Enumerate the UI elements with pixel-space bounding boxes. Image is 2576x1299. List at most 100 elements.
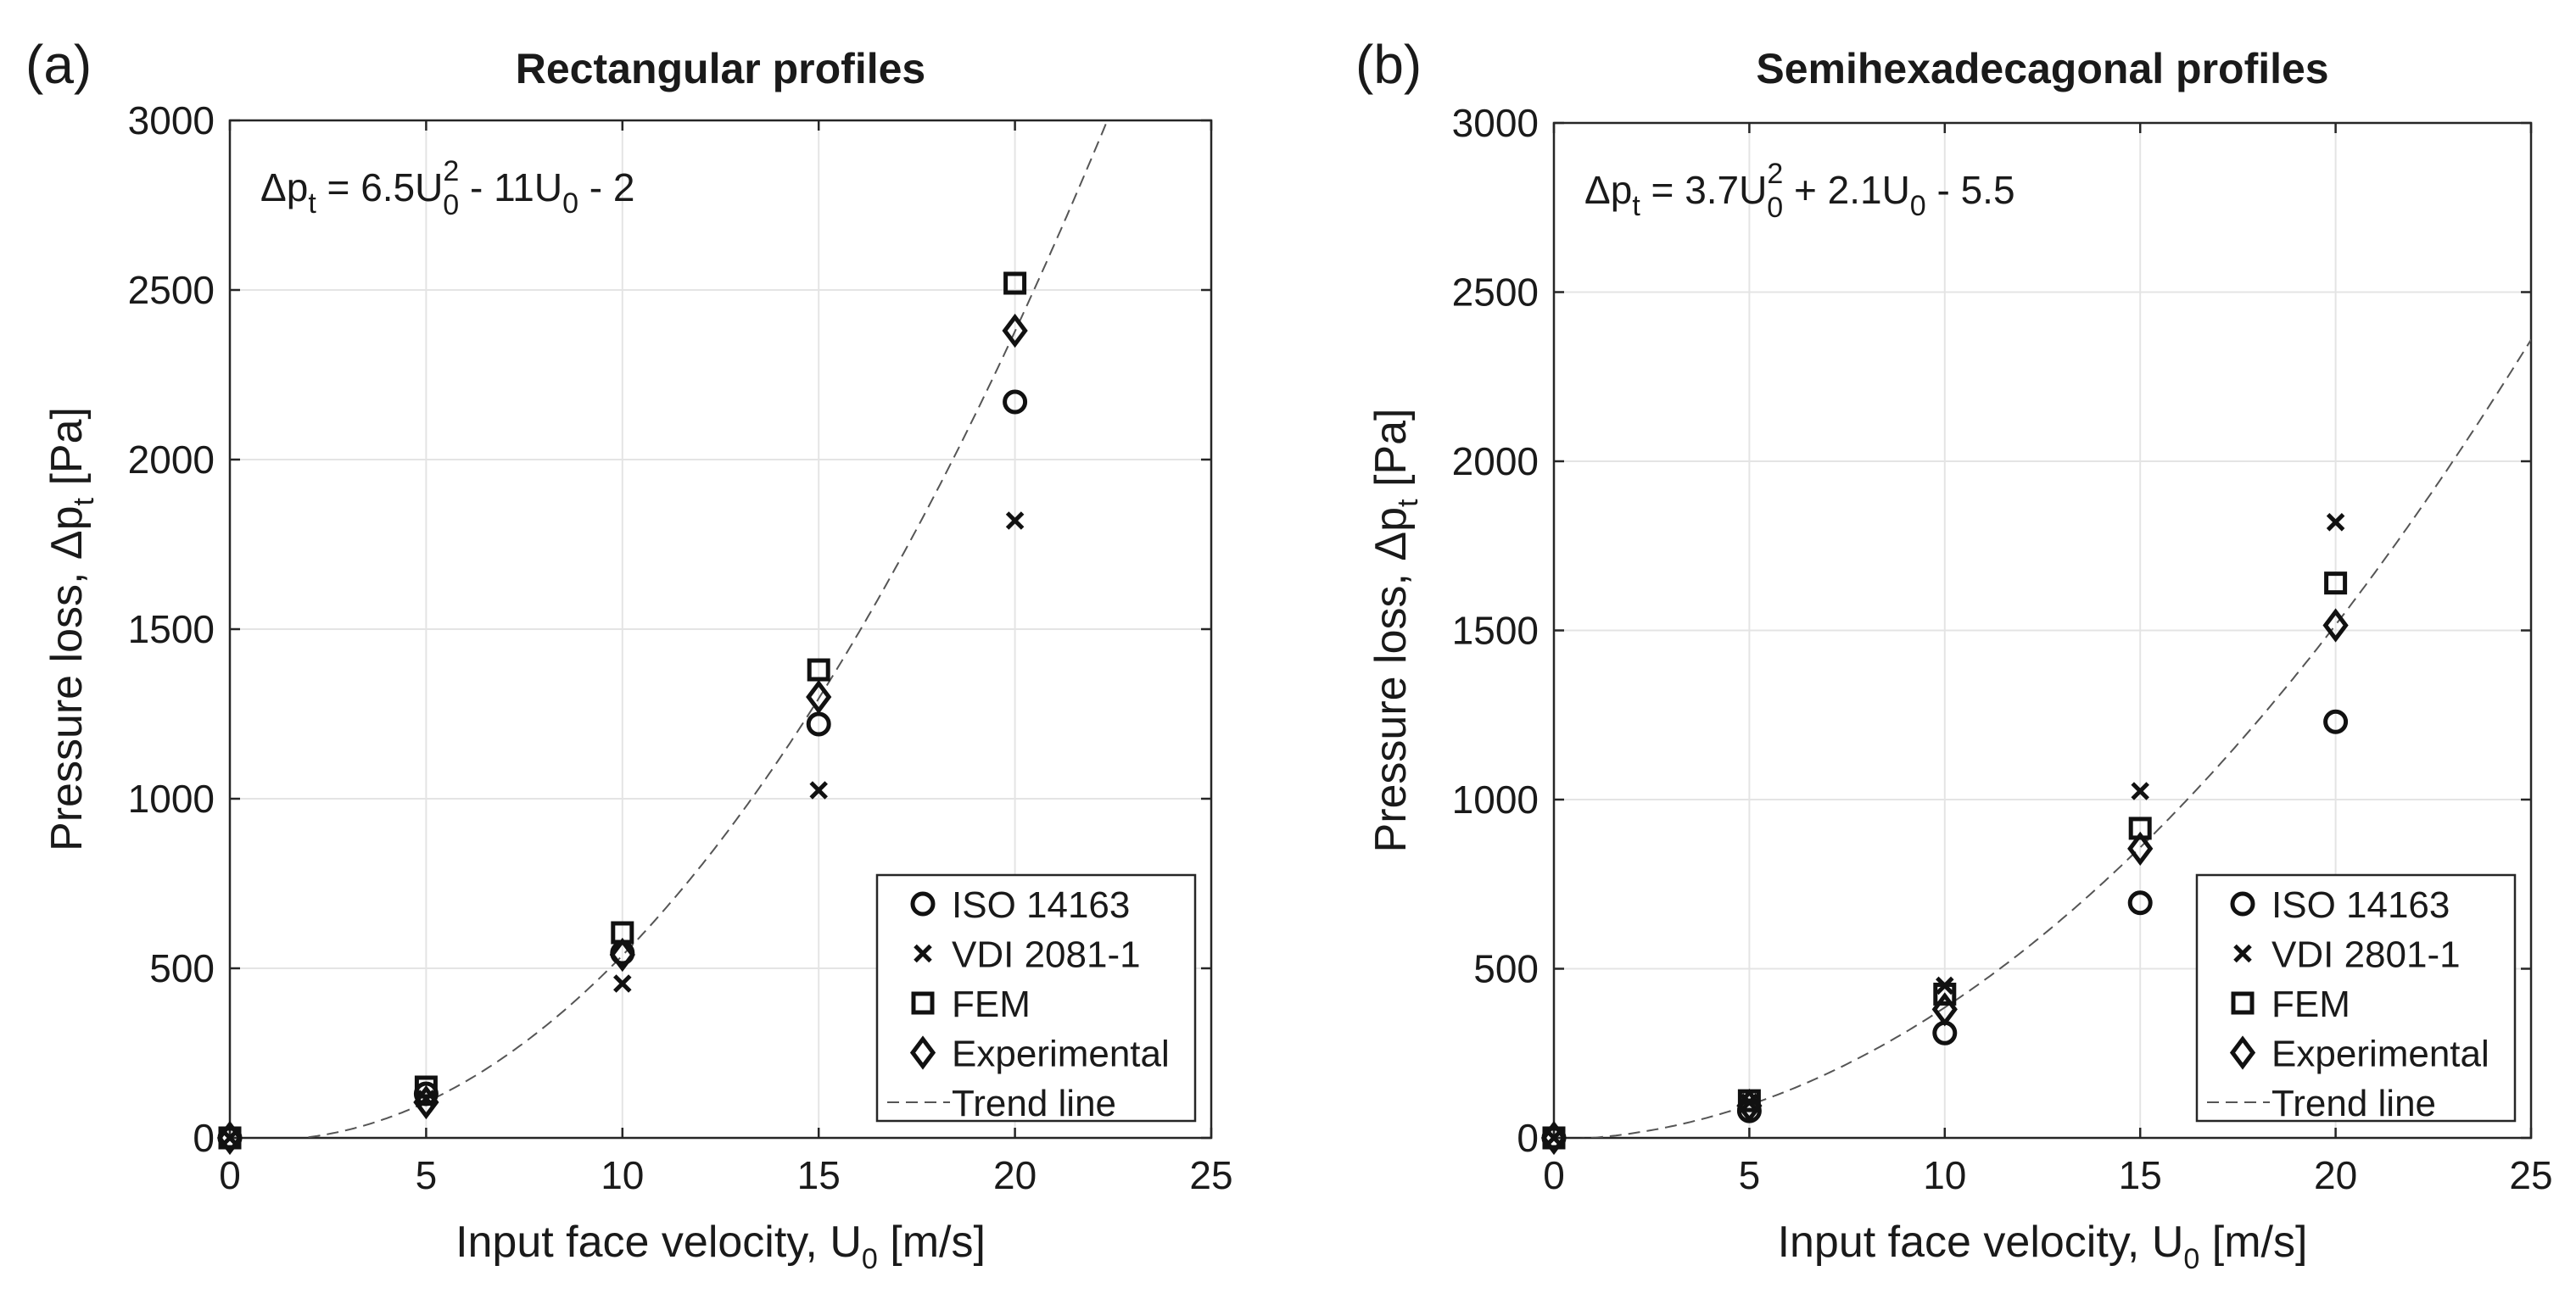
- legend-label: FEM: [952, 984, 1031, 1025]
- legend-marker: [2229, 1035, 2256, 1070]
- legend-label: FEM: [2271, 984, 2350, 1025]
- x-axis-label: Input face velocity, U0 [m/s]: [1778, 1218, 2308, 1275]
- series-square: [218, 271, 1027, 1150]
- eq-term-1: = 6.5U: [316, 165, 444, 209]
- x-tick-label: 5: [1739, 1153, 1761, 1197]
- eq-lhs: Δp: [260, 165, 308, 209]
- data-point: [809, 781, 828, 800]
- x-axis-label-sub: 0: [862, 1243, 878, 1275]
- eq-term-1-sup: 2: [1767, 158, 1783, 190]
- eq-lhs: Δp: [1584, 168, 1632, 212]
- y-axis-label: Pressure loss, Δpt [Pa]: [1366, 409, 1424, 853]
- eq-lhs-sub: t: [1632, 190, 1640, 222]
- x-tick-label: 10: [601, 1153, 644, 1197]
- legend-label: ISO 14163: [2271, 884, 2450, 926]
- data-point: [2127, 831, 2154, 867]
- legend: ISO 14163 VDI 2081-1 FEM Experimental Trend …: [875, 873, 1197, 1124]
- y-axis-label-sub: t: [68, 497, 100, 505]
- data-point: [2323, 709, 2349, 734]
- y-tick-label: 1000: [128, 777, 215, 821]
- x-tick-label: 25: [1189, 1153, 1232, 1197]
- data-point: [807, 658, 830, 682]
- x-tick-label: 20: [993, 1153, 1037, 1197]
- x-tick-label: 15: [797, 1153, 841, 1197]
- legend-label: ISO 14163: [952, 884, 1130, 926]
- x-tick-label: 5: [416, 1153, 438, 1197]
- y-tick-label: 2000: [1452, 439, 1539, 483]
- chart-title: Semihexadecagonal profiles: [1756, 45, 2328, 92]
- trend-equation: Δpt = 6.5U2 0 - 11U0 - 2: [260, 155, 634, 221]
- legend-marker: [911, 991, 935, 1015]
- eq-term-1: = 3.7U: [1640, 168, 1768, 212]
- data-point: [1931, 992, 1958, 1027]
- legend-marker: [2231, 991, 2255, 1015]
- panel-label: (b): [1355, 34, 1422, 95]
- y-axis-label-text: Pressure loss, Δp: [1366, 507, 1416, 853]
- y-tick-label: 0: [1517, 1116, 1539, 1160]
- y-tick-label: 500: [1473, 947, 1539, 991]
- y-tick-label: 1500: [1452, 609, 1539, 653]
- data-point: [1003, 271, 1027, 295]
- panel-label: (a): [25, 34, 92, 95]
- y-tick-label: 2000: [128, 438, 215, 482]
- y-tick-label: 2500: [1452, 270, 1539, 315]
- x-axis-label-sub: 0: [2183, 1243, 2199, 1275]
- x-tick-label: 10: [1923, 1153, 1966, 1197]
- legend-marker: [910, 891, 936, 917]
- data-point: [414, 1075, 438, 1099]
- data-point: [413, 1084, 439, 1120]
- eq-term-2: - 11U: [459, 165, 562, 209]
- legend-label: VDI 2801-1: [2271, 934, 2461, 976]
- eq-term-1-sup: 2: [443, 155, 459, 187]
- trend-line: [308, 120, 1109, 1138]
- data-point: [2322, 608, 2349, 643]
- legend-label-trend: Trend line: [2271, 1083, 2436, 1124]
- data-point: [2324, 571, 2348, 595]
- legend-label: VDI 2081-1: [952, 934, 1141, 976]
- y-tick-label: 1000: [1452, 778, 1539, 822]
- x-tick-label: 25: [2509, 1153, 2552, 1197]
- data-point: [1540, 1120, 1567, 1156]
- data-point: [2326, 513, 2345, 532]
- y-tick-label: 3000: [1452, 101, 1539, 145]
- y-axis-label-sub: t: [1392, 499, 1424, 507]
- eq-lhs-sub: t: [308, 187, 316, 220]
- legend-label: Experimental: [2271, 1034, 2489, 1075]
- x-axis-label-text: Input face velocity, U: [1778, 1218, 2184, 1267]
- y-tick-label: 0: [193, 1116, 215, 1160]
- legend-marker: [2230, 891, 2255, 917]
- data-point: [613, 974, 632, 993]
- eq-term-3: - 2: [578, 165, 634, 209]
- data-point: [1003, 389, 1028, 415]
- y-axis-label-unit: [Pa]: [42, 407, 92, 498]
- y-tick-label: 500: [149, 946, 215, 990]
- data-point: [216, 1120, 243, 1156]
- y-axis-label-text: Pressure loss, Δp: [42, 505, 92, 851]
- legend-marker: [2233, 944, 2252, 963]
- x-axis-label: Input face velocity, U0 [m/s]: [455, 1218, 986, 1275]
- legend-marker: [914, 944, 932, 963]
- x-axis-label-unit: [m/s]: [878, 1218, 986, 1267]
- series-diamond: [1540, 608, 2349, 1156]
- data-point: [1736, 1088, 1763, 1123]
- x-tick-label: 20: [2314, 1153, 2357, 1197]
- x-axis-label-unit: [m/s]: [2199, 1218, 2307, 1267]
- data-point: [1005, 511, 1025, 530]
- data-point: [1933, 982, 1957, 1006]
- data-point: [2131, 782, 2149, 800]
- eq-term-1-sub: 0: [443, 189, 459, 221]
- eq-term-1-sub: 0: [1767, 192, 1783, 224]
- eq-term-2-sub: 0: [1910, 190, 1926, 222]
- legend: ISO 14163 VDI 2801-1 FEM Experimental Trend …: [2195, 873, 2517, 1124]
- series-diamond: [216, 313, 1028, 1156]
- x-tick-label: 0: [219, 1153, 241, 1197]
- y-tick-label: 3000: [128, 98, 215, 142]
- x-axis-label-text: Input face velocity, U: [455, 1218, 862, 1267]
- legend-marker: [909, 1035, 936, 1070]
- y-tick-label: 2500: [128, 268, 215, 312]
- eq-term-2: + 2.1U: [1783, 168, 1910, 212]
- eq-term-2-sub: 0: [562, 187, 578, 220]
- data-point: [806, 679, 832, 715]
